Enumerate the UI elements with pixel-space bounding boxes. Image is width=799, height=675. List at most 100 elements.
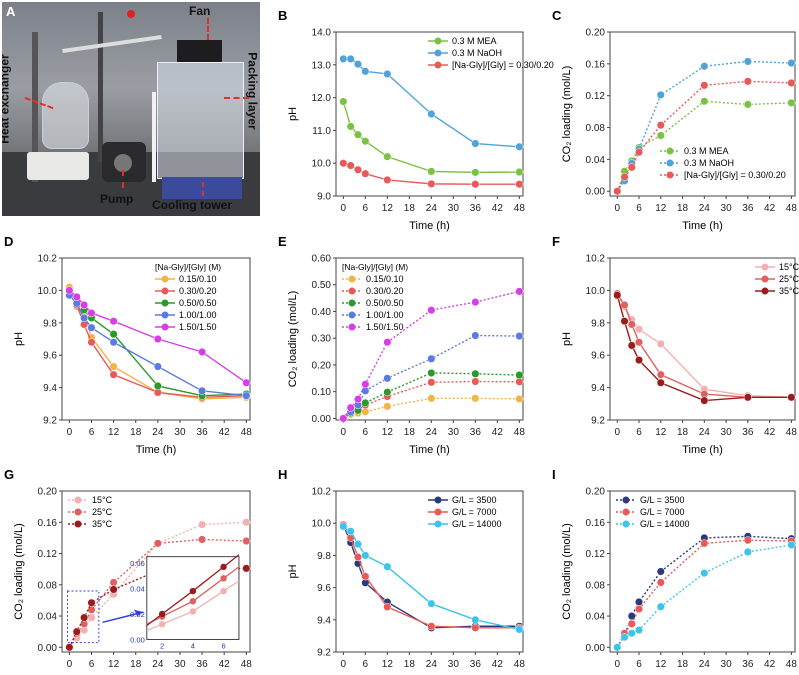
data-point	[613, 643, 622, 652]
data-point	[700, 390, 709, 399]
legend-label: 25°C	[779, 274, 799, 284]
x-tick-label: 6	[636, 203, 642, 214]
legend-label: G/L = 7000	[640, 507, 684, 517]
data-point	[65, 286, 74, 295]
data-point	[353, 395, 363, 404]
inset-y-tick-label: 0.00	[130, 635, 145, 644]
legend-swatch-marker	[74, 508, 82, 516]
y-tick-label: 0.60	[312, 254, 332, 265]
data-point	[620, 176, 629, 185]
data-point	[87, 598, 96, 607]
x-tick-label: 36	[470, 659, 482, 670]
data-point	[656, 378, 665, 387]
x-tick-label: 48	[514, 427, 526, 438]
x-tick-label: 42	[219, 427, 231, 438]
data-point	[383, 598, 392, 607]
data-point	[787, 393, 796, 402]
series-line	[342, 397, 520, 420]
series-line	[342, 101, 520, 174]
data-point	[700, 81, 709, 90]
data-point	[634, 325, 644, 334]
y-tick-label: 10.0	[312, 159, 332, 170]
series-1-50-1-50	[65, 286, 251, 387]
x-tick-label: 12	[382, 427, 394, 438]
legend: G/L = 3500 G/L = 7000 G/L = 14000	[616, 495, 689, 529]
legend-swatch-marker	[666, 159, 674, 167]
legend-label: 0.30/0.20	[366, 286, 404, 296]
data-point	[787, 98, 796, 107]
legend-label: G/L = 7000	[452, 507, 496, 517]
legend-swatch-marker	[666, 171, 674, 179]
x-tick-label: 30	[721, 427, 733, 438]
x-tick-label: 12	[382, 203, 394, 214]
data-point	[361, 407, 370, 416]
data-point	[700, 62, 709, 71]
y-tick-label: 0.40	[312, 307, 332, 318]
legend-label: 25°C	[92, 507, 113, 517]
y-tick-label: 10.2	[586, 254, 606, 265]
data-point	[787, 536, 796, 546]
y-tick-label: 10.0	[38, 286, 58, 297]
plot-frame	[335, 257, 524, 421]
legend-title: [Na-Gly]/[Gly] (M)	[155, 262, 221, 272]
data-point	[515, 377, 524, 386]
data-point	[80, 300, 89, 310]
data-point	[743, 536, 752, 545]
data-point	[515, 332, 524, 341]
series-0-15-0-10	[65, 283, 251, 403]
y-tick-label: 10.2	[312, 487, 332, 498]
data-point	[361, 551, 370, 560]
series-line	[616, 293, 792, 399]
x-axis-label: Time (h)	[682, 220, 723, 232]
inset-y-tick-label: 0.04	[130, 585, 145, 594]
series-g-l-7000	[613, 536, 796, 652]
data-point	[80, 619, 89, 628]
y-tick-label: 9.2	[317, 648, 331, 659]
data-point	[80, 626, 89, 635]
panel-label: I	[552, 467, 556, 482]
data-point	[656, 567, 665, 576]
y-tick-label: 9.6	[317, 583, 331, 594]
data-point	[353, 540, 363, 549]
x-tick-label: 6	[89, 427, 95, 438]
data-point	[743, 391, 752, 400]
data-point	[109, 330, 118, 339]
x-tick-label: 48	[786, 427, 798, 438]
y-tick-label: 9.2	[43, 416, 57, 427]
legend-swatch-marker	[348, 299, 356, 307]
data-point	[743, 393, 752, 402]
data-point	[700, 533, 709, 542]
x-tick-label: 0	[614, 659, 620, 670]
data-point	[339, 520, 348, 529]
chart-panel-i: I 0 6 12 18 24 30 36 42 48 0.00 0.04 0.08 0.12 0.16 0.2…	[552, 467, 797, 670]
legend-swatch-marker	[434, 508, 442, 516]
data-point	[383, 152, 392, 161]
series-35-c	[65, 564, 251, 652]
data-point	[198, 391, 207, 400]
data-point	[346, 538, 355, 547]
label-fan: Fan	[189, 4, 211, 18]
legend-swatch-marker	[434, 496, 442, 504]
chart-panel-b: B 0 6 12 18 24 30 36 42 48 9.0 10.0 11.0 12.0 13.0 14.0…	[278, 8, 554, 232]
data-point	[515, 623, 524, 632]
y-tick-label: 9.8	[591, 318, 605, 329]
data-point	[242, 378, 251, 387]
data-point	[87, 613, 96, 622]
data-point	[471, 623, 480, 632]
data-point	[627, 163, 636, 172]
data-point	[109, 338, 118, 347]
series-line	[68, 521, 247, 648]
data-point	[427, 306, 436, 315]
data-point	[242, 564, 251, 573]
data-point	[109, 370, 118, 379]
data-point	[620, 300, 629, 310]
data-point	[353, 559, 363, 568]
panel-label: E	[278, 234, 287, 249]
y-tick-label: 9.4	[591, 383, 605, 394]
inset-data-point	[158, 621, 166, 628]
data-point	[700, 97, 709, 106]
x-tick-label: 30	[448, 427, 460, 438]
x-tick-label: 30	[448, 203, 460, 214]
data-point	[198, 386, 207, 395]
inset-series-line	[146, 554, 240, 626]
